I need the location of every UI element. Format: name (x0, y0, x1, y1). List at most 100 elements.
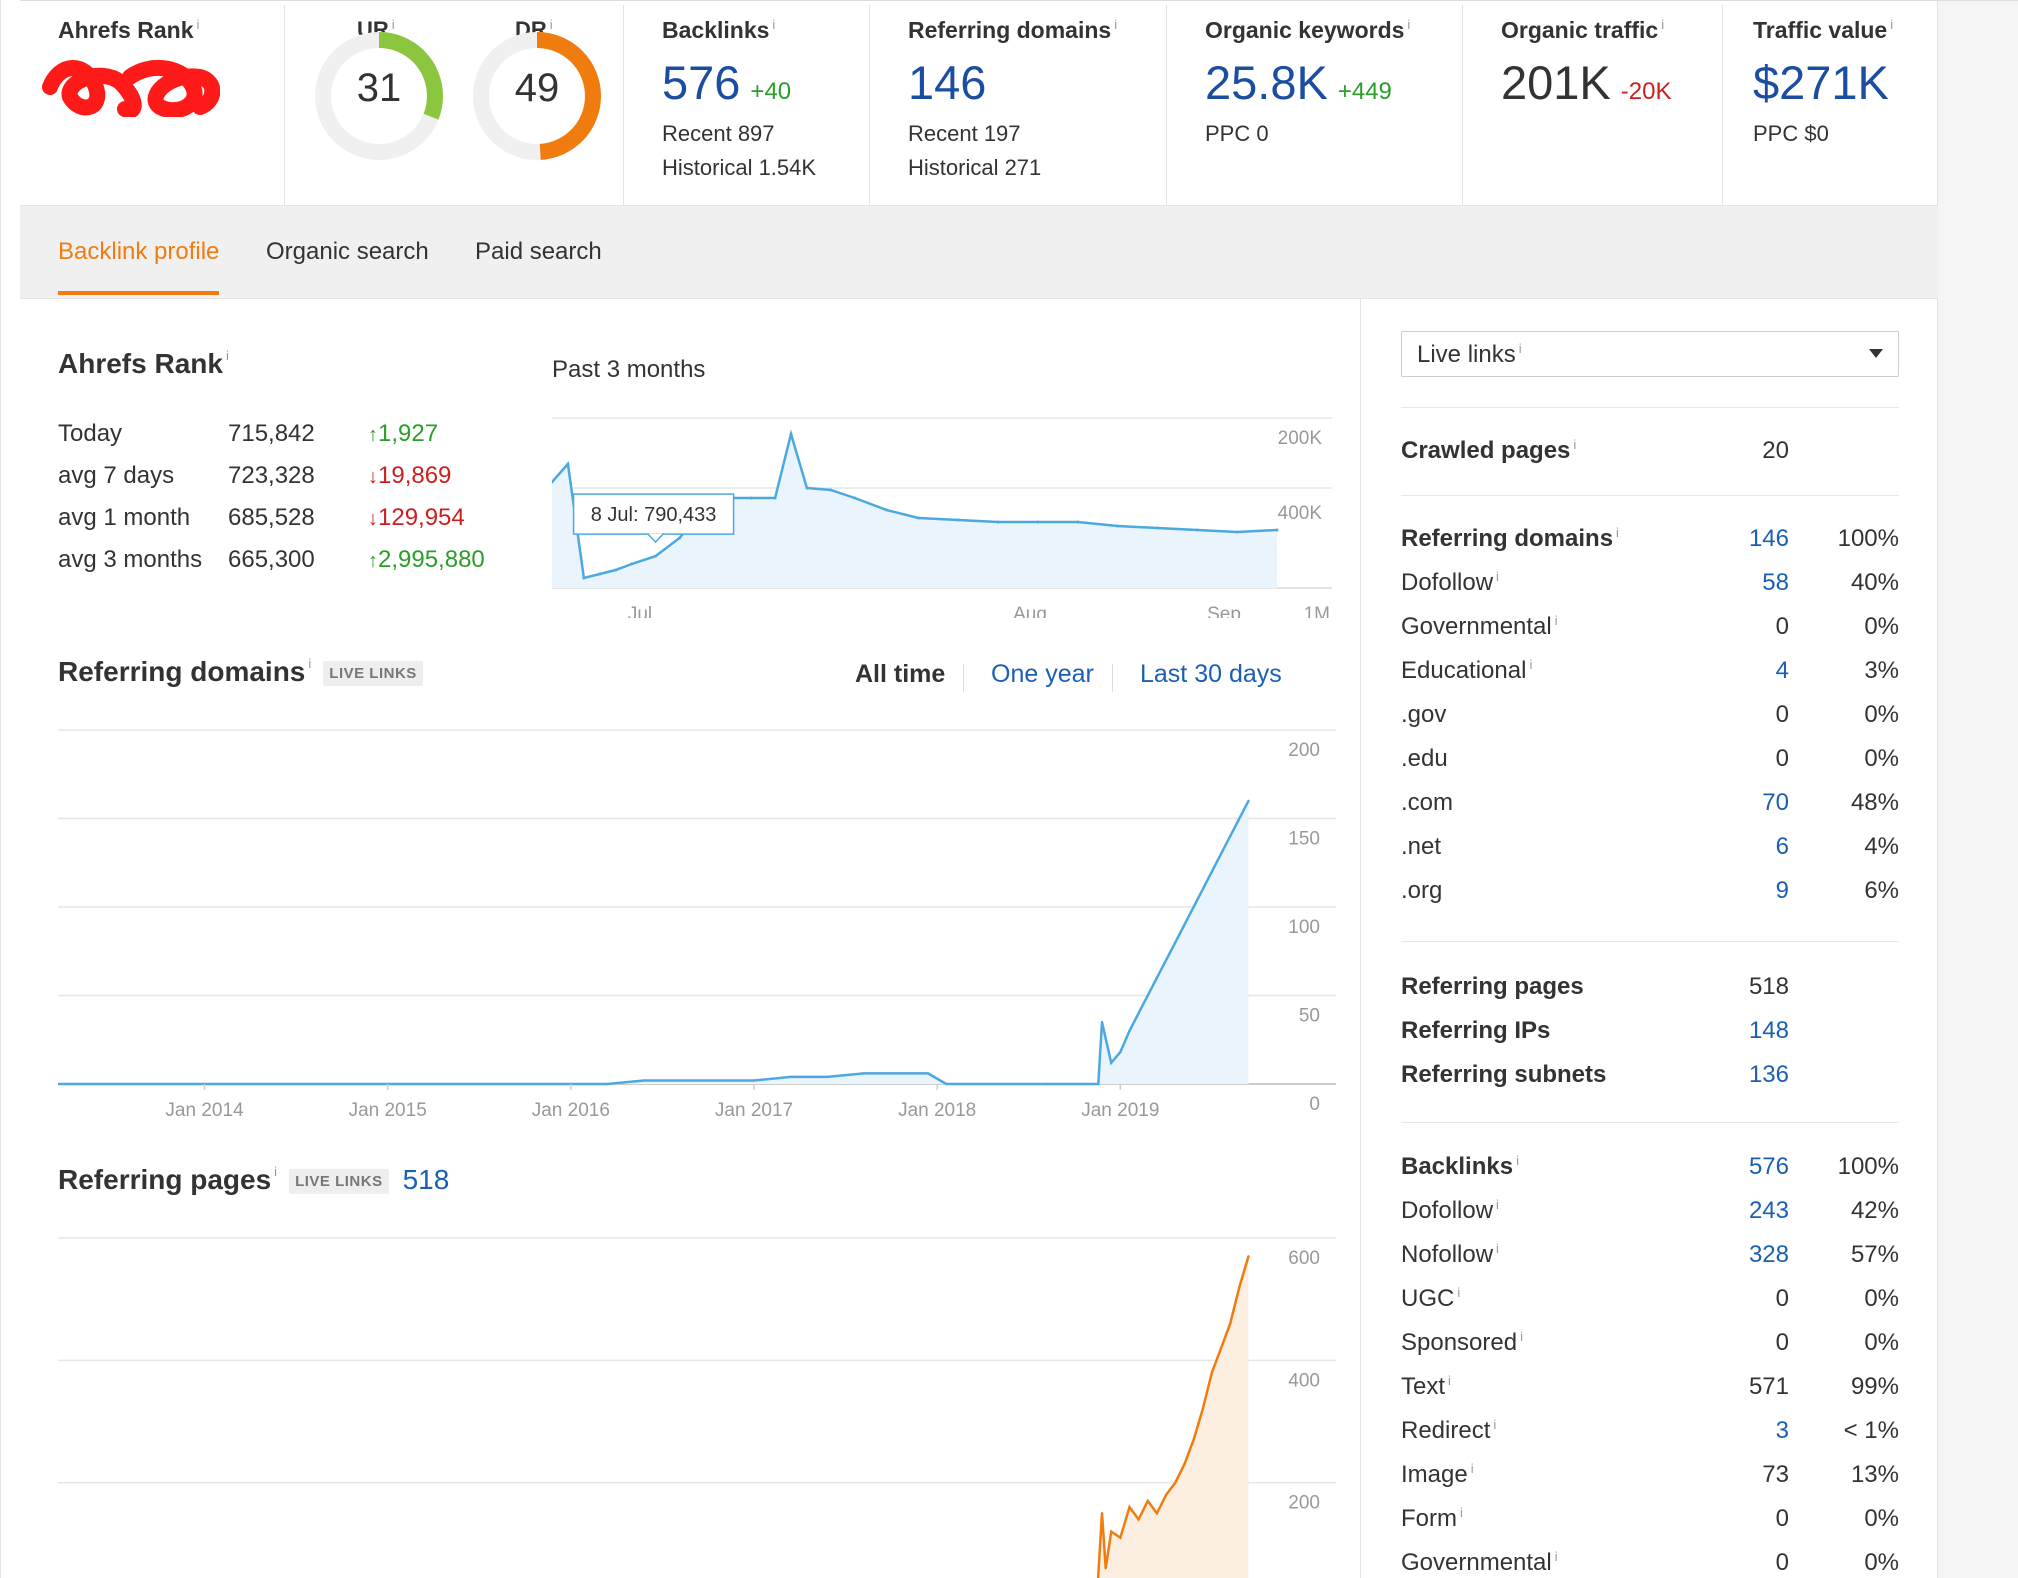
info-icon[interactable]: i (1518, 341, 1522, 356)
referring-pages-point[interactable] (1155, 1512, 1159, 1515)
rank-point[interactable] (677, 536, 681, 540)
rank-point[interactable] (773, 496, 777, 500)
referring-pages-point[interactable] (1109, 1530, 1113, 1533)
rank-chart[interactable]: 200K 400K 1M Jul Aug Sep 8 Jul: 790,433 (552, 398, 1332, 618)
referring-domains-point[interactable] (606, 1082, 609, 1086)
range-all-time[interactable]: All time (855, 660, 946, 688)
dr-gauge[interactable]: 49 (467, 26, 607, 166)
rank-point[interactable] (566, 462, 570, 466)
info-icon[interactable]: i (1661, 17, 1665, 32)
rank-point[interactable] (829, 488, 833, 492)
rank-point[interactable] (789, 432, 793, 436)
info-icon[interactable]: i (1470, 1461, 1474, 1476)
rank-point[interactable] (614, 568, 618, 572)
info-icon[interactable]: i (1554, 613, 1558, 628)
metric-ahrefs-rank[interactable]: Ahrefs Rank i 7 (20, 5, 285, 205)
breakdown-value[interactable]: 136 (1748, 1061, 1789, 1088)
breakdown-value[interactable]: 70 (1762, 789, 1789, 816)
rank-point[interactable] (582, 576, 586, 580)
rank-point[interactable] (630, 562, 634, 566)
info-icon[interactable]: i (1520, 1329, 1523, 1344)
rank-point[interactable] (956, 518, 960, 522)
referring-pages-point[interactable] (1164, 1493, 1168, 1497)
breakdown-value[interactable]: 3 (1775, 1417, 1789, 1444)
referring-domains-point[interactable] (1137, 1012, 1140, 1015)
rank-point[interactable] (1195, 528, 1199, 532)
range-last-30-days[interactable]: Last 30 days (1140, 660, 1282, 688)
rank-point[interactable] (853, 496, 857, 500)
referring-pages-point[interactable] (1174, 1481, 1177, 1484)
referring-domains-point[interactable] (862, 1072, 866, 1075)
info-icon[interactable]: i (1407, 17, 1411, 32)
ur-gauge[interactable]: 31 (309, 26, 449, 166)
referring-domains-point[interactable] (1100, 1020, 1104, 1024)
info-icon[interactable]: i (1554, 1549, 1558, 1564)
referring-domains-point[interactable] (899, 1072, 902, 1075)
info-icon[interactable]: i (1448, 1373, 1451, 1388)
referring-domains-point[interactable] (1045, 1082, 1049, 1086)
range-one-year[interactable]: One year (991, 660, 1094, 688)
info-icon[interactable]: i (1496, 1241, 1499, 1256)
breakdown-value[interactable]: 243 (1748, 1197, 1789, 1224)
info-icon[interactable]: i (1529, 657, 1533, 672)
info-icon[interactable]: i (1573, 437, 1577, 452)
referring-domains-point[interactable] (1192, 905, 1195, 909)
referring-domains-point[interactable] (1155, 976, 1159, 979)
referring-pages-point[interactable] (1137, 1518, 1140, 1521)
rank-point[interactable] (996, 520, 1000, 524)
rank-point[interactable] (598, 572, 602, 576)
rank-point[interactable] (552, 480, 554, 484)
rank-point[interactable] (916, 516, 920, 520)
tab-organic-search[interactable]: Organic search (266, 238, 429, 265)
info-icon[interactable]: i (1114, 17, 1118, 32)
referring-pages-point[interactable] (1238, 1285, 1241, 1289)
info-icon[interactable]: i (308, 656, 312, 671)
info-icon[interactable]: i (196, 17, 200, 32)
referring-pages-point[interactable] (1119, 1536, 1122, 1539)
breakdown-value[interactable]: 58 (1762, 569, 1789, 596)
referring-domains-point[interactable] (926, 1072, 930, 1075)
info-icon[interactable]: i (1493, 1417, 1497, 1432)
rank-point[interactable] (1235, 530, 1239, 534)
breakdown-value[interactable]: 146 (1748, 525, 1789, 552)
rank-point[interactable] (654, 554, 658, 558)
referring-domains-chart[interactable]: 200 150 100 50 0 Jan 2014 Jan 2015 Jan 2016 Jan … (58, 710, 1340, 1130)
tab-backlink-profile[interactable]: Backlink profile (58, 238, 220, 295)
info-icon[interactable]: i (391, 17, 395, 32)
referring-domains-point[interactable] (1109, 1061, 1113, 1064)
referring-domains-point[interactable] (1097, 1082, 1100, 1086)
referring-pages-point[interactable] (1229, 1322, 1232, 1325)
info-icon[interactable]: i (1616, 525, 1619, 540)
referring-pages-point[interactable] (1104, 1567, 1107, 1570)
referring-pages-point[interactable] (1247, 1255, 1250, 1258)
referring-domains-point[interactable] (1174, 941, 1177, 944)
rank-point[interactable] (749, 496, 753, 500)
referring-domains-point[interactable] (752, 1079, 756, 1082)
referring-pages-point[interactable] (1210, 1371, 1214, 1374)
referring-pages-point[interactable] (1100, 1512, 1104, 1515)
info-icon[interactable]: i (1457, 1285, 1461, 1300)
referring-domains-point[interactable] (1119, 1050, 1122, 1054)
organic-keywords-value[interactable]: 25.8K +449 (1205, 56, 1392, 109)
info-icon[interactable]: i (1890, 17, 1894, 32)
links-filter-select[interactable]: Live links i (1401, 331, 1899, 377)
referring-pages-point[interactable] (1192, 1438, 1195, 1442)
referring-pages-point[interactable] (1128, 1505, 1131, 1509)
referring-pages-chart[interactable]: 600 400 200 (58, 1230, 1340, 1578)
breakdown-value[interactable]: 148 (1748, 1017, 1789, 1044)
breakdown-value[interactable]: 576 (1748, 1153, 1789, 1180)
tab-paid-search[interactable]: Paid search (475, 238, 602, 265)
info-icon[interactable]: i (1460, 1505, 1463, 1520)
rank-point[interactable] (805, 486, 809, 490)
referring-domains-point[interactable] (826, 1075, 829, 1079)
breakdown-value[interactable]: 9 (1775, 877, 1789, 904)
info-icon[interactable]: i (1516, 1153, 1519, 1168)
traffic-value-value[interactable]: $271K (1753, 56, 1889, 109)
referring-pages-point[interactable] (1219, 1346, 1223, 1350)
info-icon[interactable]: i (274, 1164, 278, 1179)
rank-point[interactable] (885, 508, 889, 512)
referring-domains-point[interactable] (1229, 835, 1232, 838)
info-icon[interactable]: i (225, 348, 229, 363)
rank-point[interactable] (1155, 526, 1159, 530)
referring-domains-point[interactable] (1210, 870, 1214, 873)
